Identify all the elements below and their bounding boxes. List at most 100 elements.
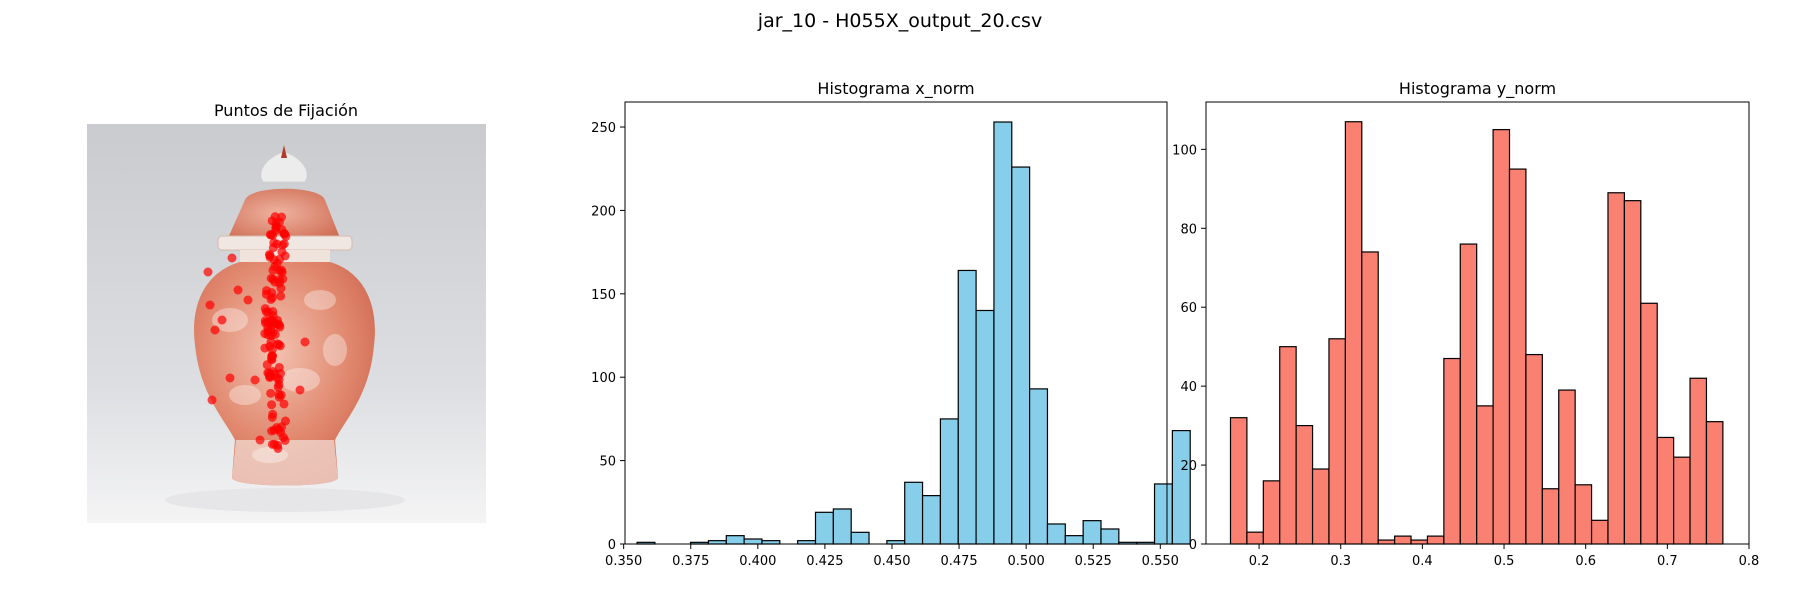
y-tick-label: 200 — [591, 204, 616, 219]
histogram-bar — [1046, 523, 1066, 545]
histogram-bar — [1100, 528, 1120, 545]
fixation-point — [260, 316, 270, 326]
fixation-point — [267, 400, 277, 410]
x-tick-label: 0.2 — [1249, 554, 1270, 569]
histogram-bar — [1344, 121, 1363, 545]
y-tick-label: 60 — [1180, 301, 1197, 316]
axes-frame — [1205, 101, 1750, 545]
histogram-bar — [1656, 436, 1675, 545]
histogram-bar — [1295, 425, 1314, 545]
histogram-bar — [1508, 168, 1527, 545]
histogram-bar — [743, 538, 763, 545]
histogram-bar — [1029, 388, 1049, 545]
fixation-point — [225, 373, 235, 383]
histogram-bar — [1426, 535, 1445, 545]
histogram-bar — [1492, 129, 1511, 545]
histogram-bar — [1476, 405, 1494, 545]
fixation-point — [275, 322, 285, 332]
fixation-point — [273, 382, 283, 392]
histogram-bar — [1394, 535, 1412, 545]
histogram-bar — [1361, 251, 1379, 545]
y-tick-label: 250 — [591, 121, 616, 136]
fixation-point — [271, 218, 281, 228]
x-tick-label: 0.475 — [940, 554, 977, 569]
jar-shadow — [165, 488, 405, 512]
fixation-points — [203, 212, 310, 453]
figure-suptitle: jar_10 - H055X_output_20.csv — [757, 10, 1042, 32]
jar-pattern — [212, 290, 347, 463]
fixation-point — [207, 395, 217, 405]
x-tick-label: 0.550 — [1142, 554, 1179, 569]
histogram-bar — [832, 508, 852, 545]
x-tick-label: 0.5 — [1494, 554, 1515, 569]
chart-title: Histograma x_norm — [817, 79, 974, 99]
x-tick-label: 0.3 — [1330, 554, 1351, 569]
fixation-point — [275, 341, 285, 351]
y-tick-label: 100 — [1172, 143, 1197, 158]
axes-frame — [624, 101, 1168, 545]
fixation-point — [276, 283, 286, 293]
chart-title: Histograma y_norm — [1399, 79, 1556, 99]
histogram-bar — [1673, 456, 1691, 545]
histogram-bar — [707, 540, 727, 545]
x-tick-label: 0.400 — [739, 554, 776, 569]
histogram-bar — [1246, 531, 1264, 545]
histogram-bar — [1623, 200, 1642, 545]
histogram-bar — [1558, 389, 1576, 545]
jar-foot — [232, 440, 338, 486]
histogram-bar — [1262, 480, 1281, 545]
histogram-bar — [725, 535, 745, 545]
fixation-point — [275, 266, 285, 276]
histogram-bar — [1640, 302, 1658, 545]
fixation-point — [279, 399, 289, 409]
fixation-point — [203, 267, 213, 277]
y-tick-label: 80 — [1180, 222, 1197, 237]
y-tick-label: 0 — [1189, 538, 1197, 553]
x-tick-label: 0.500 — [1008, 554, 1045, 569]
x-tick-label: 0.4 — [1412, 554, 1433, 569]
histogram-bar — [957, 269, 977, 545]
x-tick-label: 0.7 — [1657, 554, 1678, 569]
histogram-bar — [904, 481, 924, 545]
fixation-point — [276, 390, 286, 400]
fixation-point — [233, 285, 243, 295]
histogram-bar — [1689, 377, 1708, 545]
histogram-y-norm: Histograma y_norm 0.2 0.3 0.4 0.5 0.6 0.7 0.8 0… — [1172, 79, 1759, 569]
fixation-point — [261, 289, 271, 299]
fixation-point — [210, 325, 220, 335]
fixation-point — [277, 247, 287, 257]
y-tick-label: 0 — [608, 538, 616, 553]
x-tick-label: 0.8 — [1739, 554, 1760, 569]
histogram-bar — [1311, 468, 1330, 545]
histogram-bar — [1705, 421, 1724, 545]
histogram-bar — [814, 511, 834, 545]
histogram-bar — [1459, 243, 1478, 545]
x-tick-label: 0.425 — [806, 554, 843, 569]
fixation-point — [277, 225, 287, 235]
image-panel: Puntos de Fijación — [87, 101, 486, 523]
histogram-bar — [1328, 338, 1346, 545]
fixation-point — [250, 375, 260, 385]
x-tick-label: 0.350 — [605, 554, 642, 569]
fixation-point — [268, 265, 278, 275]
histogram-bar — [921, 495, 942, 545]
histogram-bar — [993, 121, 1013, 545]
y-tick-label: 40 — [1180, 380, 1197, 395]
histogram-bar — [975, 309, 995, 545]
fixation-point — [255, 435, 265, 445]
histogram-bar — [797, 540, 817, 545]
histogram-bar — [1229, 417, 1248, 545]
fixation-point — [278, 274, 288, 284]
histogram-bar — [1410, 539, 1429, 545]
y-tick-label: 20 — [1180, 459, 1197, 474]
histogram-bar — [1153, 483, 1173, 545]
y-tick-label: 150 — [591, 288, 616, 303]
fixation-point — [268, 319, 278, 329]
histogram-bar — [1171, 429, 1191, 545]
knob-pattern — [281, 145, 287, 158]
fixation-point — [227, 253, 237, 263]
fixation-point — [217, 315, 227, 325]
histogram-bar — [1064, 535, 1084, 545]
histogram-bar — [939, 418, 959, 545]
fixation-point — [268, 409, 278, 419]
